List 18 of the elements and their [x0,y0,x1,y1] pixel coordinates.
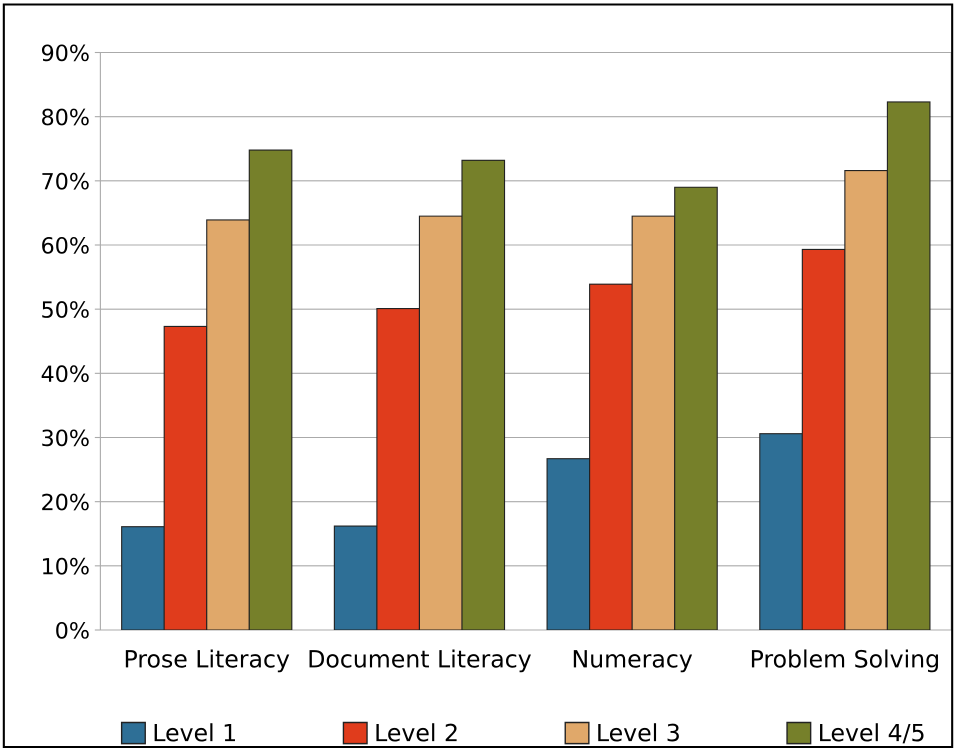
x-tick-label: Document Literacy [310,649,531,672]
y-tick-label: 20% [42,494,89,510]
y-tick-label: 50% [42,301,89,318]
y-tick-label: 80% [42,108,89,126]
legend-label: Level 1 [154,723,235,742]
y-tick-label: 10% [43,558,89,575]
y-tick-label: 30% [42,429,89,446]
y-tick-label: 60% [42,236,89,254]
x-tick-label: Numeracy [574,650,692,672]
legend-label: Level 3 [598,723,679,742]
legend-label: Level 2 [376,723,457,742]
y-tick-label: 40% [42,365,89,382]
y-tick-label: 90% [42,44,89,62]
x-tick-label: Problem Solving [752,649,938,672]
legend-label: Level 4/5 [820,723,924,744]
y-tick-label: 0% [56,622,89,639]
y-tick-label: 70% [42,172,89,190]
x-tick-label: Prose Literacy [126,649,290,672]
